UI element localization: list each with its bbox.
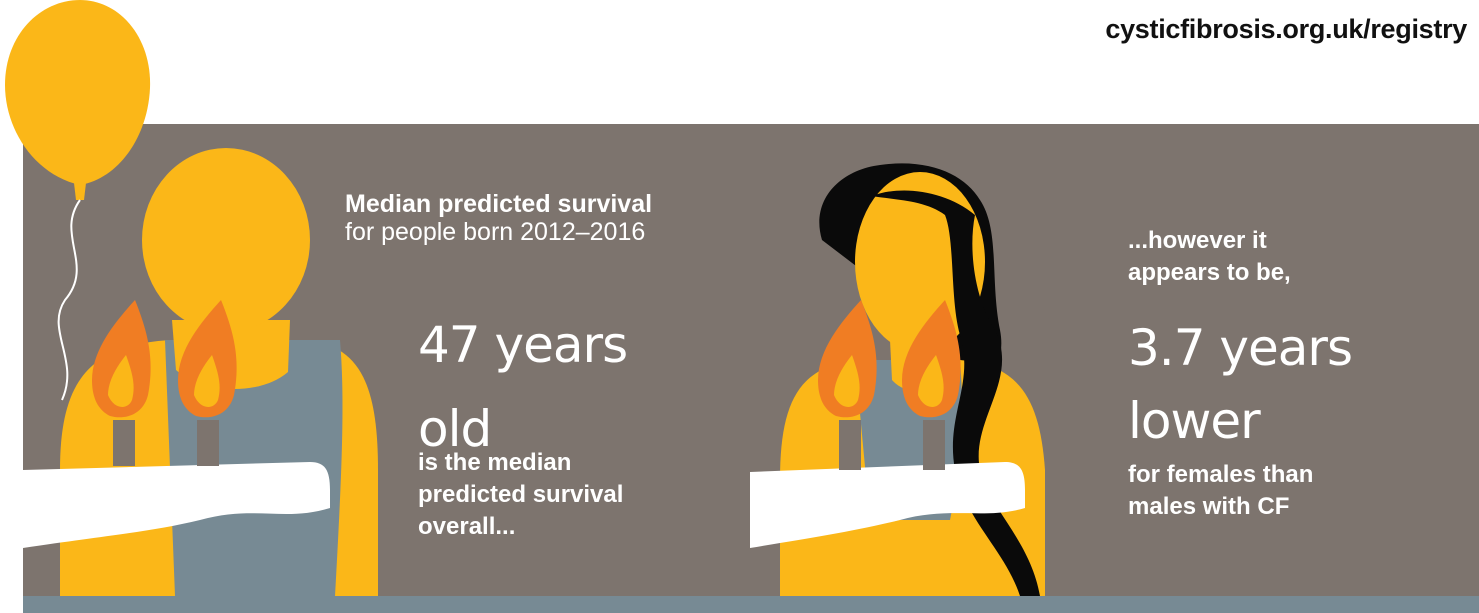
left-stat-unit: old <box>418 400 492 458</box>
right-caption-line: males with CF <box>1128 493 1290 520</box>
left-stat-value: 47 years <box>418 316 628 374</box>
registry-url[interactable]: cysticfibrosis.org.uk/registry <box>1105 14 1467 44</box>
left-subheading: for people born 2012–2016 <box>345 218 646 246</box>
balloon-icon <box>5 0 151 401</box>
right-intro-line: appears to be, <box>1128 259 1291 286</box>
left-caption-line: overall... <box>418 513 516 540</box>
birthday-cake-icon <box>23 300 330 548</box>
right-stat-label: lower <box>1128 392 1261 450</box>
left-caption-line: is the median <box>418 449 572 476</box>
right-intro-line: ...however it <box>1128 227 1267 254</box>
left-heading: Median predicted survival <box>345 190 653 218</box>
birthday-cake-icon <box>750 300 1025 548</box>
right-stat-value: 3.7 years <box>1128 319 1353 377</box>
bottom-band <box>23 596 1479 613</box>
left-caption-line: predicted survival <box>418 481 624 508</box>
right-caption-line: for females than <box>1128 461 1314 488</box>
